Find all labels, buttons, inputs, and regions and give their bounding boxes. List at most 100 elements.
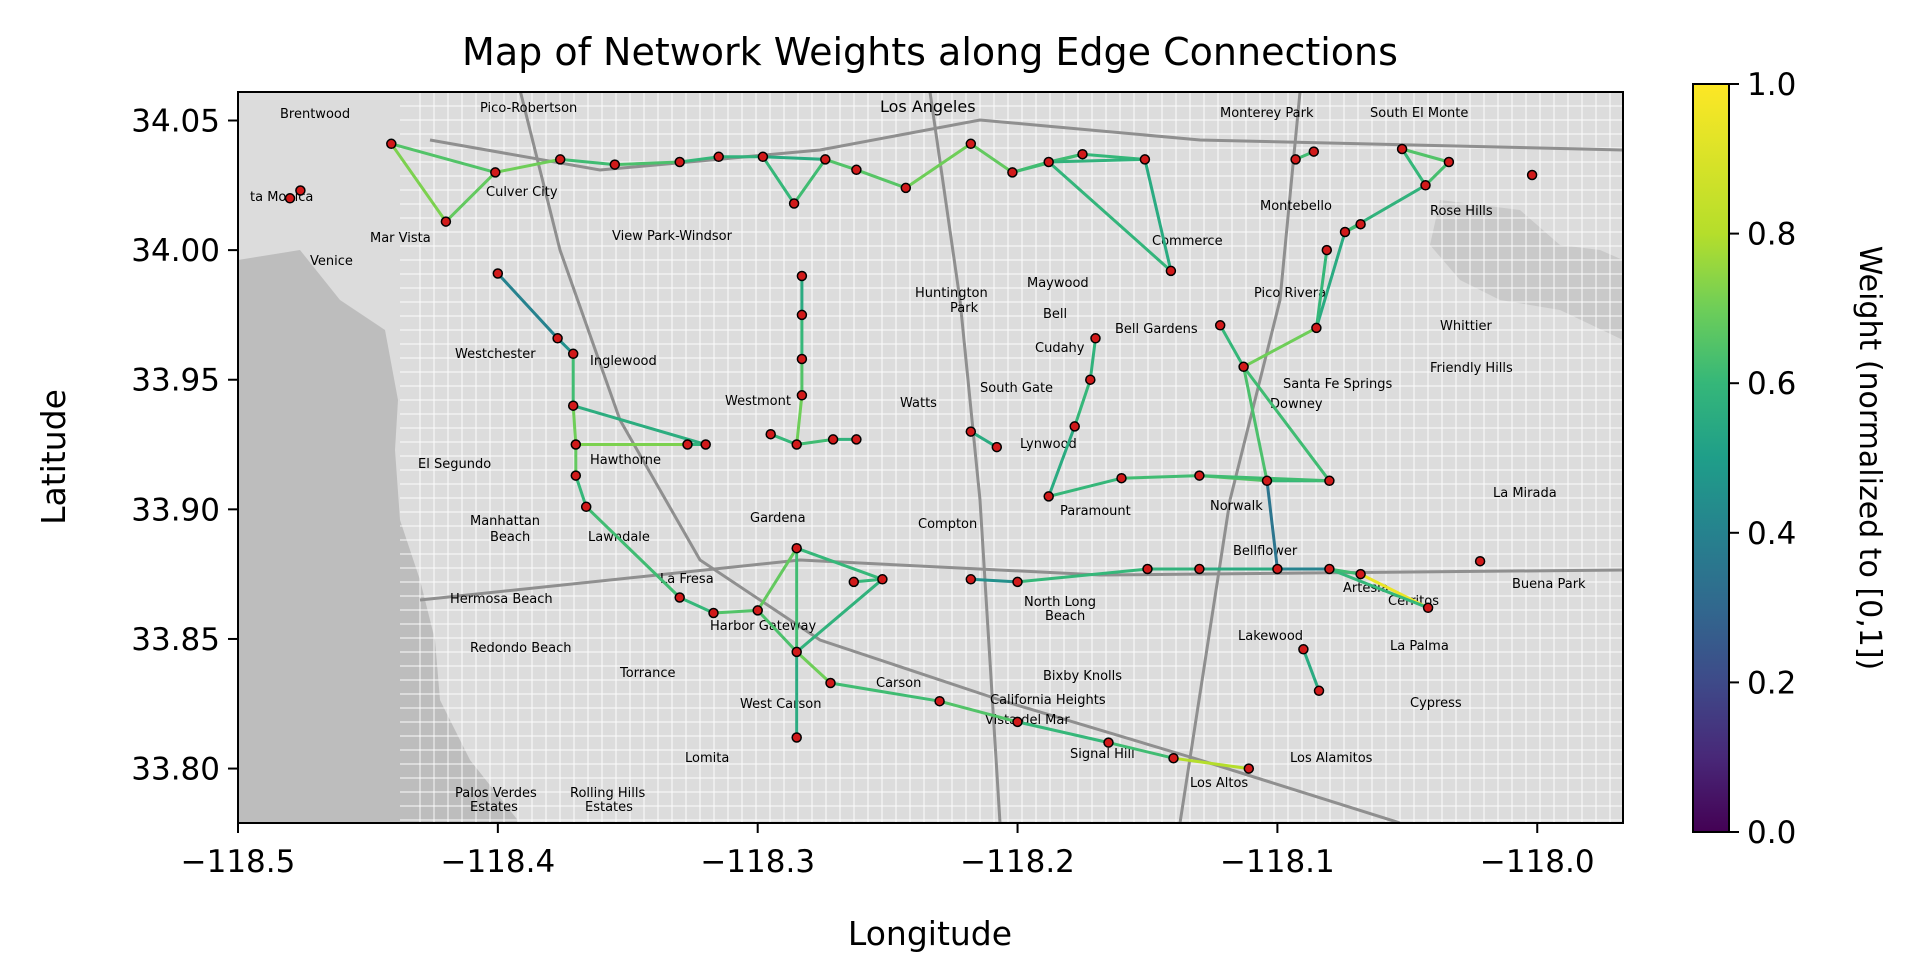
edge-6 xyxy=(678,155,721,164)
edge-83 xyxy=(1088,336,1097,382)
node-80 xyxy=(1311,322,1322,334)
svg-text:Los Angeles: Los Angeles xyxy=(880,97,976,116)
node-18 xyxy=(1290,154,1301,165)
svg-text:Cudahy: Cudahy xyxy=(1035,341,1085,356)
edge-36 xyxy=(571,404,708,446)
edge-50 xyxy=(712,608,760,615)
x-tick-label: −118.1 xyxy=(1220,844,1335,880)
svg-text:Vista del Mar: Vista del Mar xyxy=(985,713,1070,728)
svg-text:Rose Hills: Rose Hills xyxy=(1430,204,1493,219)
node-83 xyxy=(1321,244,1333,256)
edge-54 xyxy=(795,546,884,581)
x-tick-label: −118.4 xyxy=(440,844,555,880)
node-78 xyxy=(1214,320,1226,331)
node-47 xyxy=(752,605,763,616)
svg-text:Signal Hill: Signal Hill xyxy=(1070,747,1135,762)
node-22 xyxy=(1420,180,1431,191)
colorbar-tick-label: 0.2 xyxy=(1747,665,1796,701)
edge-29 xyxy=(1314,248,1329,330)
x-axis-label: Longitude xyxy=(848,914,1012,953)
node-33 xyxy=(700,439,711,450)
map-place-labels: Los Angeles Monterey Park South El Monte… xyxy=(250,97,1586,815)
node-1 xyxy=(440,216,452,227)
edge-2 xyxy=(444,170,497,224)
node-16 xyxy=(1139,154,1151,165)
svg-text:La Palma: La Palma xyxy=(1390,639,1449,654)
node-28 xyxy=(567,348,579,360)
node-68 xyxy=(1168,752,1179,764)
edge-8 xyxy=(761,155,827,161)
node-6 xyxy=(713,151,724,163)
svg-text:Pico Rivera: Pico Rivera xyxy=(1254,286,1326,301)
node-63 xyxy=(1313,685,1325,697)
edge-5 xyxy=(613,160,682,167)
node-40 xyxy=(796,309,808,321)
svg-text:Friendly Hills: Friendly Hills xyxy=(1430,361,1513,376)
node-70 xyxy=(1043,491,1054,502)
node-46 xyxy=(708,607,719,619)
node-4 xyxy=(609,159,621,170)
svg-text:California Heights: California Heights xyxy=(990,693,1106,708)
edge-12 xyxy=(854,168,908,190)
node-44 xyxy=(991,441,1003,453)
svg-text:Paramount: Paramount xyxy=(1060,504,1131,519)
node-56 xyxy=(1194,563,1205,575)
node-69 xyxy=(1243,763,1255,774)
svg-text:Monterey Park: Monterey Park xyxy=(1220,106,1314,121)
edge-0 xyxy=(389,142,448,224)
node-15 xyxy=(1077,148,1088,160)
svg-text:Hermosa Beach: Hermosa Beach xyxy=(450,592,553,607)
edge-61 xyxy=(1016,720,1110,745)
svg-text:Park: Park xyxy=(950,301,979,316)
svg-text:South El Monte: South El Monte xyxy=(1370,106,1468,121)
svg-text:La Mirada: La Mirada xyxy=(1493,486,1557,501)
svg-text:Beach: Beach xyxy=(1045,609,1085,624)
edge-62 xyxy=(1107,741,1175,760)
edge-9 xyxy=(761,155,796,205)
edge-35 xyxy=(574,474,588,509)
node-3 xyxy=(554,154,566,165)
node-41 xyxy=(796,353,808,365)
node-2 xyxy=(490,167,501,178)
svg-text:Lakewood: Lakewood xyxy=(1238,629,1303,644)
x-tick-label: −118.3 xyxy=(700,844,815,880)
x-tick-label: −118.2 xyxy=(960,844,1075,880)
node-35 xyxy=(765,428,776,440)
svg-text:Westmont: Westmont xyxy=(725,394,791,409)
colorbar-tick-label: 0.6 xyxy=(1747,366,1796,402)
edge-51 xyxy=(756,546,799,612)
svg-text:Cypress: Cypress xyxy=(1410,696,1462,711)
svg-text:Palos Verdes: Palos Verdes xyxy=(455,786,537,801)
node-76 xyxy=(1085,374,1096,385)
edge-25 xyxy=(1424,160,1451,187)
edge-72 xyxy=(1265,479,1279,571)
edge-10 xyxy=(792,157,827,205)
node-0 xyxy=(386,138,397,150)
y-axis-label: Latitude xyxy=(34,389,73,525)
node-24 xyxy=(295,185,306,196)
node-57 xyxy=(1272,563,1283,575)
svg-text:Bixby Knolls: Bixby Knolls xyxy=(1043,669,1122,684)
svg-text:Beach: Beach xyxy=(490,530,530,545)
edge-46 xyxy=(795,393,804,446)
node-67 xyxy=(1103,737,1114,748)
edge-74 xyxy=(1047,476,1123,498)
svg-text:Gardena: Gardena xyxy=(750,511,806,526)
edge-58 xyxy=(795,650,832,685)
svg-text:Buena Park: Buena Park xyxy=(1512,577,1586,592)
node-20 xyxy=(1396,143,1408,155)
svg-text:Bellflower: Bellflower xyxy=(1233,544,1298,559)
edge-79 xyxy=(1242,365,1269,483)
svg-text:Venice: Venice xyxy=(310,254,353,269)
node-73 xyxy=(1261,475,1273,487)
node-64 xyxy=(825,677,836,689)
edge-75 xyxy=(1120,474,1201,480)
edge-3 xyxy=(493,157,562,174)
node-7 xyxy=(757,151,769,163)
svg-text:Harbor Gateway: Harbor Gateway xyxy=(710,619,817,634)
node-59 xyxy=(1355,568,1366,580)
colorbar-tick-label: 0.4 xyxy=(1747,516,1796,552)
node-82 xyxy=(1355,218,1366,230)
edge-21 xyxy=(1047,160,1173,273)
y-axis-ticks: 33.80 33.85 33.90 33.95 34.00 34.05 xyxy=(131,104,238,788)
